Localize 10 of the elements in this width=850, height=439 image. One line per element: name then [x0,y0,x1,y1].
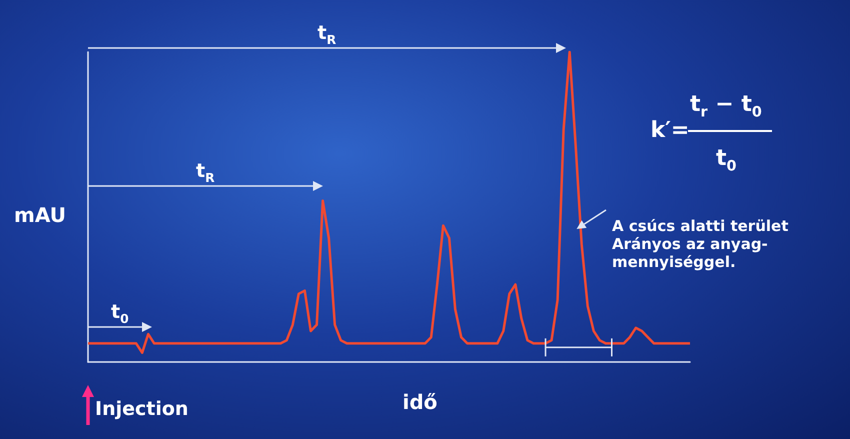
text: Injection [95,398,188,420]
annotation: k′= [650,118,690,142]
y-axis-title: mAU [14,203,66,227]
text: t$_{0}$ [716,146,736,174]
annotation: t$_{0}$ [111,300,129,326]
annotation: A csúcs alatti terület Arányos az anyag- mennyiséggel. [612,217,788,271]
x-axis-title: idő [402,390,438,414]
annotation: t$_{R}$ [196,160,215,184]
text: t$_{R}$ [318,22,336,46]
annotation: t$_{r}$ − t$_{0}$ [690,92,762,120]
